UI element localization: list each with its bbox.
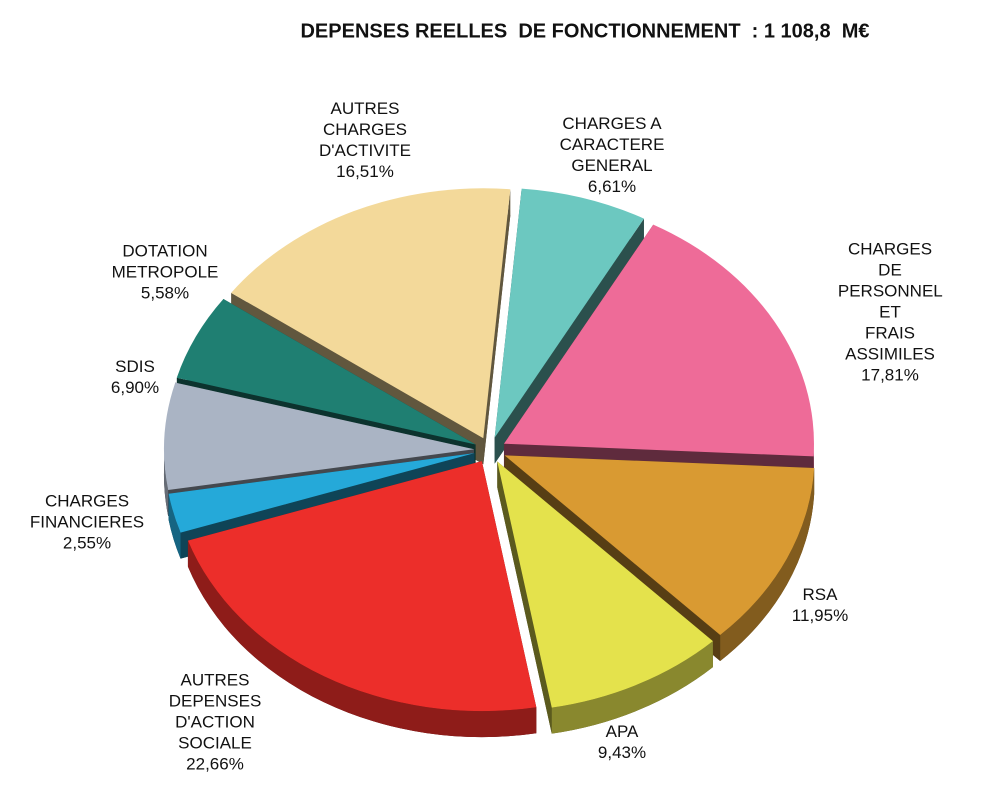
slice-value-label: 5,58% — [140, 283, 190, 303]
slice-value-label: 9,43% — [597, 743, 647, 762]
slice-side — [164, 449, 169, 516]
chart-title: DEPENSES REELLES DE FONCTIONNEMENT : 1 1… — [300, 20, 870, 43]
slice — [164, 382, 475, 490]
slice — [168, 453, 475, 533]
slice-side — [187, 540, 537, 738]
slice-category: CHARGES A CARACTERE GENERAL — [559, 114, 665, 175]
slice-label: APA 9,43% — [598, 721, 646, 763]
slice-value-label: 11,95% — [791, 606, 849, 625]
slice-label: SDIS 6,90% — [111, 356, 159, 398]
slice-category: CHARGES DE PERSONNEL ET FRAIS ASSIMILES — [837, 239, 943, 364]
slice-value-label: 17,81% — [861, 365, 919, 385]
slice-value-label: 2,55% — [62, 533, 112, 553]
slice-value-label: 16,51% — [336, 162, 394, 181]
slice-side — [720, 468, 815, 661]
slice-value-label: 22,66% — [186, 754, 244, 774]
slice-category: AUTRES CHARGES D'ACTIVITE — [318, 99, 412, 160]
slice-value-label: 6,61% — [587, 177, 637, 196]
slice-category: CHARGES FINANCIERES — [29, 491, 145, 532]
slice-category: DOTATION METROPOLE — [111, 241, 219, 282]
slice — [494, 188, 644, 438]
slice-label: AUTRES DEPENSES D'ACTION SOCIALE 22,66% — [169, 670, 262, 775]
slice — [497, 461, 713, 708]
slice-wall — [483, 189, 511, 465]
slice-label: CHARGES DE PERSONNEL ET FRAIS ASSIMILES 1… — [837, 239, 943, 386]
slice-side — [168, 493, 181, 559]
slice-wall — [494, 218, 644, 464]
slice — [176, 299, 476, 445]
slice-value-label: 6,90% — [110, 378, 160, 397]
slice-category: APA — [605, 722, 639, 741]
slice — [504, 455, 815, 635]
slice-wall — [497, 461, 552, 734]
slice-category: SDIS — [115, 357, 155, 376]
slice — [187, 461, 537, 712]
slice-category: RSA — [802, 585, 838, 604]
slice — [503, 224, 814, 457]
slice-category: AUTRES DEPENSES D'ACTION SOCIALE — [168, 670, 262, 753]
slice-label: RSA 11,95% — [792, 584, 848, 626]
slice-label: CHARGES A CARACTERE GENERAL 6,61% — [560, 113, 665, 197]
slice-label: CHARGES FINANCIERES 2,55% — [30, 491, 144, 554]
slice-label: AUTRES CHARGES D'ACTIVITE 16,51% — [319, 98, 411, 182]
slice-side — [551, 641, 713, 734]
slice — [231, 188, 511, 439]
slice-label: DOTATION METROPOLE 5,58% — [112, 241, 219, 304]
